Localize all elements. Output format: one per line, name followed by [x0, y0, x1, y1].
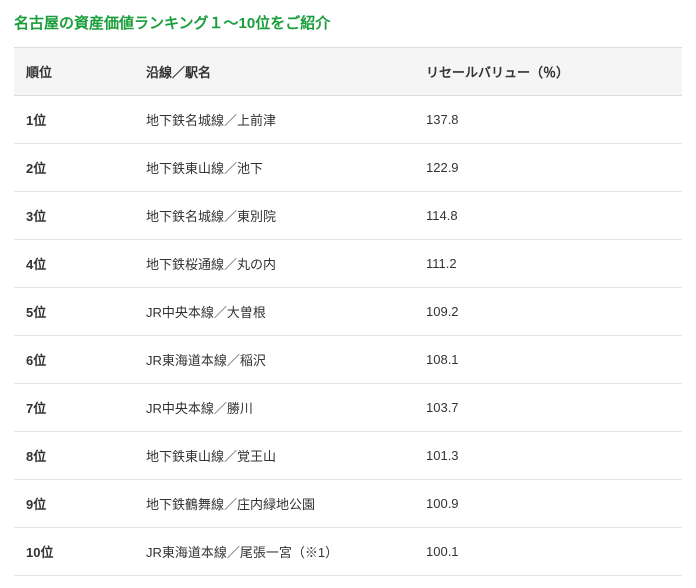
- cell-line-station: JR東海道本線／尾張一宮（※1）: [134, 528, 414, 576]
- cell-rank: 1位: [14, 96, 134, 144]
- table-row: 7位JR中央本線／勝川103.7: [14, 384, 682, 432]
- table-row: 2位地下鉄東山線／池下122.9: [14, 144, 682, 192]
- col-header-resale-value: リセールバリュー（％）: [414, 48, 682, 96]
- cell-line-station: 地下鉄東山線／覚王山: [134, 432, 414, 480]
- cell-resale-value: 100.1: [414, 528, 682, 576]
- cell-line-station: 地下鉄鶴舞線／庄内緑地公園: [134, 480, 414, 528]
- cell-resale-value: 103.7: [414, 384, 682, 432]
- cell-rank: 10位: [14, 528, 134, 576]
- table-row: 1位地下鉄名城線／上前津137.8: [14, 96, 682, 144]
- cell-rank: 8位: [14, 432, 134, 480]
- cell-rank: 9位: [14, 480, 134, 528]
- ranking-table: 順位 沿線／駅名 リセールバリュー（％） 1位地下鉄名城線／上前津137.82位…: [14, 47, 682, 576]
- cell-resale-value: 122.9: [414, 144, 682, 192]
- cell-line-station: 地下鉄桜通線／丸の内: [134, 240, 414, 288]
- cell-rank: 4位: [14, 240, 134, 288]
- cell-rank: 5位: [14, 288, 134, 336]
- cell-line-station: JR東海道本線／稲沢: [134, 336, 414, 384]
- col-header-rank: 順位: [14, 48, 134, 96]
- cell-line-station: 地下鉄東山線／池下: [134, 144, 414, 192]
- table-row: 8位地下鉄東山線／覚王山101.3: [14, 432, 682, 480]
- table-header-row: 順位 沿線／駅名 リセールバリュー（％）: [14, 48, 682, 96]
- col-header-line-station: 沿線／駅名: [134, 48, 414, 96]
- table-row: 10位JR東海道本線／尾張一宮（※1）100.1: [14, 528, 682, 576]
- table-row: 4位地下鉄桜通線／丸の内111.2: [14, 240, 682, 288]
- cell-resale-value: 109.2: [414, 288, 682, 336]
- table-row: 6位JR東海道本線／稲沢108.1: [14, 336, 682, 384]
- cell-line-station: JR中央本線／大曽根: [134, 288, 414, 336]
- table-row: 5位JR中央本線／大曽根109.2: [14, 288, 682, 336]
- cell-resale-value: 108.1: [414, 336, 682, 384]
- cell-resale-value: 137.8: [414, 96, 682, 144]
- page-title: 名古屋の資産価値ランキング１～10位をご紹介: [14, 12, 682, 33]
- cell-rank: 6位: [14, 336, 134, 384]
- cell-rank: 2位: [14, 144, 134, 192]
- cell-line-station: 地下鉄名城線／上前津: [134, 96, 414, 144]
- cell-resale-value: 100.9: [414, 480, 682, 528]
- cell-line-station: JR中央本線／勝川: [134, 384, 414, 432]
- table-row: 9位地下鉄鶴舞線／庄内緑地公園100.9: [14, 480, 682, 528]
- cell-rank: 3位: [14, 192, 134, 240]
- cell-resale-value: 101.3: [414, 432, 682, 480]
- cell-rank: 7位: [14, 384, 134, 432]
- table-row: 3位地下鉄名城線／東別院114.8: [14, 192, 682, 240]
- cell-resale-value: 111.2: [414, 240, 682, 288]
- cell-resale-value: 114.8: [414, 192, 682, 240]
- cell-line-station: 地下鉄名城線／東別院: [134, 192, 414, 240]
